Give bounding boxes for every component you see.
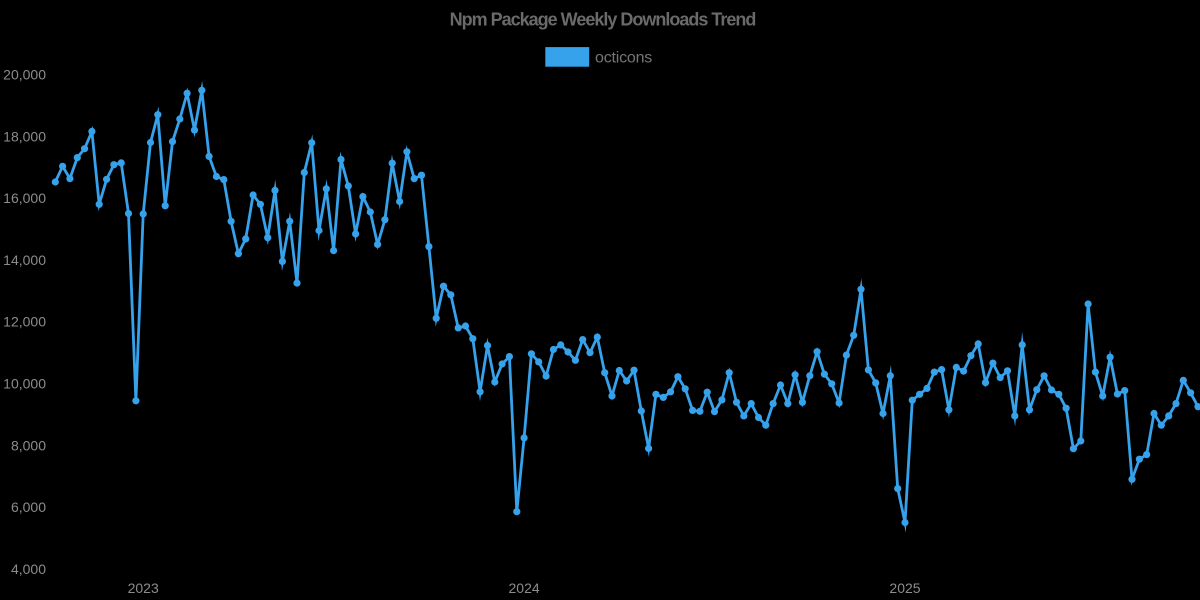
svg-text:10,000: 10,000	[3, 376, 46, 392]
svg-text:2023: 2023	[128, 580, 159, 596]
svg-text:14,000: 14,000	[3, 252, 46, 268]
svg-text:octicons: octicons	[595, 50, 652, 67]
svg-text:8,000: 8,000	[11, 437, 46, 453]
svg-text:6,000: 6,000	[11, 499, 46, 515]
svg-text:2024: 2024	[509, 580, 540, 596]
svg-text:2025: 2025	[889, 580, 920, 596]
svg-text:12,000: 12,000	[3, 314, 46, 330]
svg-text:16,000: 16,000	[3, 190, 46, 206]
svg-text:18,000: 18,000	[3, 128, 46, 144]
svg-text:20,000: 20,000	[3, 67, 46, 83]
svg-text:4,000: 4,000	[11, 561, 46, 577]
svg-text:Npm Package Weekly Downloads T: Npm Package Weekly Downloads Trend	[450, 10, 756, 30]
